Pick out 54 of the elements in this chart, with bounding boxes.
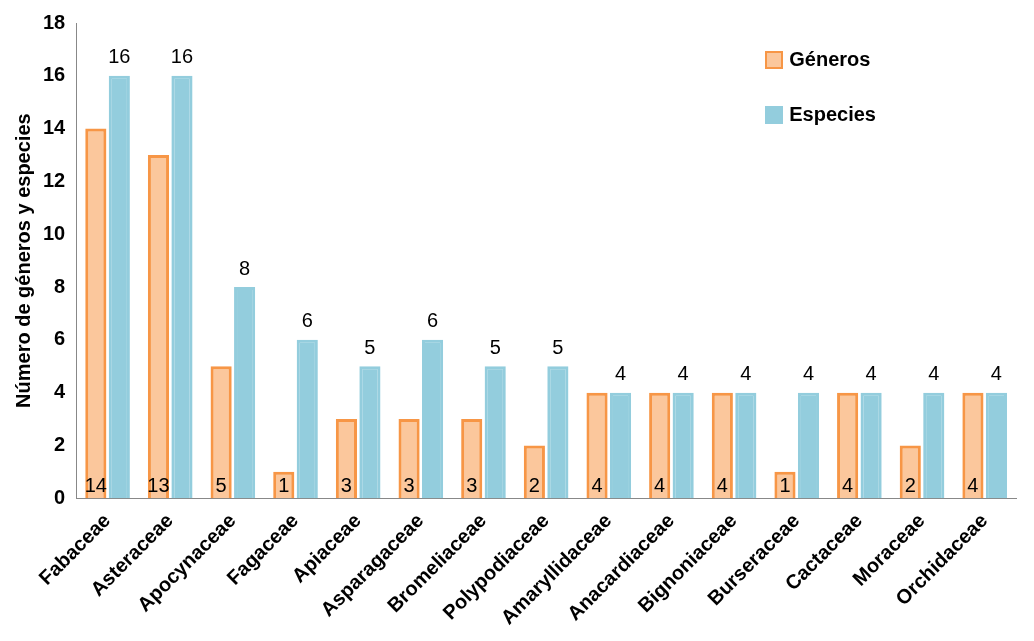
- data-label: 4: [654, 473, 666, 496]
- data-label: 14: [84, 473, 107, 496]
- bar: [711, 392, 733, 499]
- legend-label: Géneros: [789, 48, 871, 71]
- data-label: 4: [865, 362, 877, 385]
- data-label: 6: [427, 309, 439, 332]
- y-tick-label: 4: [54, 380, 67, 403]
- data-label: 3: [340, 473, 352, 496]
- data-label: 16: [108, 45, 131, 68]
- bar: [85, 128, 107, 499]
- y-tick-label: 16: [43, 63, 66, 86]
- data-label: 2: [904, 473, 916, 496]
- data-label: 8: [239, 256, 251, 279]
- y-tick-label: 12: [43, 168, 66, 191]
- bar: [398, 419, 420, 499]
- y-tick-label: 8: [54, 274, 66, 297]
- data-label: 5: [489, 335, 501, 358]
- data-label: 13: [147, 473, 170, 496]
- data-label: 5: [552, 335, 564, 358]
- bar: [147, 155, 170, 499]
- data-label: 4: [842, 473, 854, 496]
- data-label: 4: [716, 473, 728, 496]
- data-label: 4: [802, 362, 815, 385]
- data-label: 5: [364, 335, 376, 358]
- bar: [586, 392, 608, 499]
- data-label: 3: [466, 473, 478, 496]
- data-label: 2: [528, 473, 540, 496]
- y-tick-label: 2: [54, 432, 66, 455]
- bar: [210, 366, 232, 499]
- data-label: 5: [215, 473, 227, 496]
- data-label: 1: [278, 473, 290, 496]
- y-tick-label: 14: [43, 116, 67, 139]
- data-label: 4: [591, 473, 603, 496]
- y-axis-title: Número de géneros y especies: [11, 113, 34, 408]
- data-label: 4: [990, 362, 1002, 385]
- bar: [837, 392, 859, 499]
- data-label: 4: [967, 473, 979, 496]
- data-label: 3: [403, 473, 415, 496]
- data-label: 1: [779, 473, 791, 496]
- data-label: 4: [928, 362, 940, 385]
- y-tick-label: 6: [54, 327, 66, 350]
- y-tick-label: 0: [54, 485, 66, 508]
- y-tick-label: 10: [43, 221, 66, 244]
- bar: [335, 419, 357, 499]
- data-label: 4: [740, 362, 752, 385]
- bar: [962, 392, 984, 499]
- data-label: 4: [614, 362, 627, 385]
- data-label: 6: [301, 309, 313, 332]
- bar: [649, 392, 671, 499]
- data-label: 16: [170, 45, 194, 68]
- y-tick-label: 18: [43, 10, 66, 33]
- legend-label: Especies: [789, 103, 876, 126]
- bar: [461, 419, 483, 499]
- data-label: 4: [677, 362, 689, 385]
